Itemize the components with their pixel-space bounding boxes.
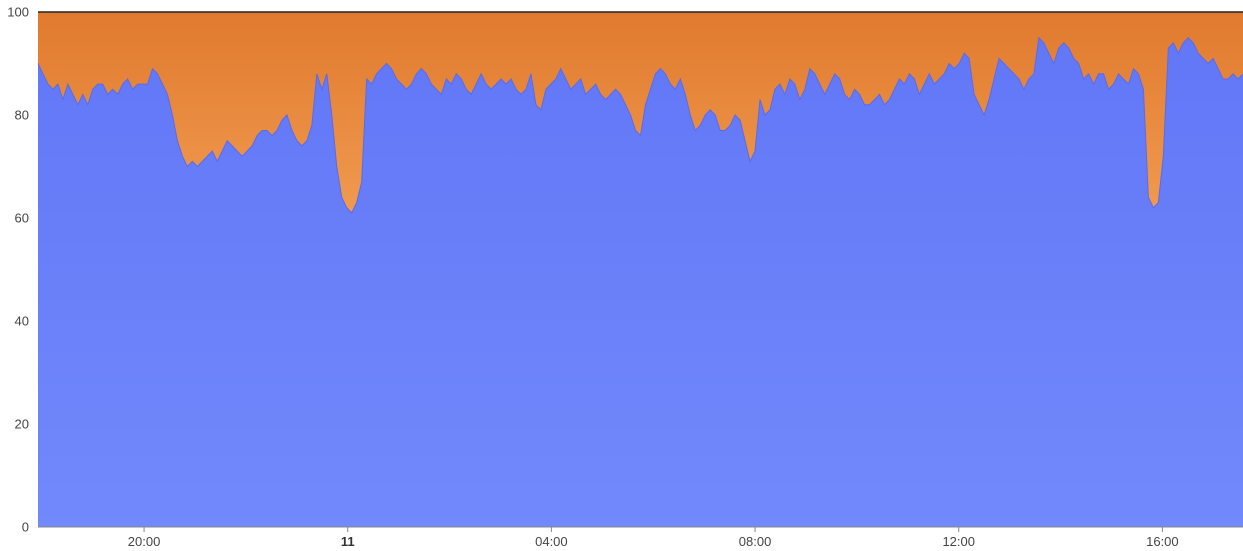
x-tick-label: 11 — [341, 534, 355, 549]
series-upper-area — [38, 12, 1243, 213]
x-axis: 20:00 11 04:00 08:00 12:00 16:00 — [128, 527, 1179, 549]
y-tick-label: 20 — [15, 417, 29, 432]
x-tick-label: 16:00 — [1146, 534, 1179, 549]
x-tick-label: 12:00 — [942, 534, 975, 549]
y-tick-label: 60 — [15, 211, 29, 226]
x-tick-label: 20:00 — [128, 534, 161, 549]
plot-area — [37, 11, 1243, 528]
series-lower-area — [38, 37, 1243, 527]
y-tick-label: 100 — [7, 5, 29, 20]
y-tick-label: 0 — [22, 520, 29, 535]
y-tick-label: 80 — [15, 108, 29, 123]
y-axis: 0 20 40 60 80 100 — [7, 5, 29, 535]
x-tick-label: 04:00 — [535, 534, 568, 549]
x-tick-label: 08:00 — [739, 534, 772, 549]
y-tick-label: 40 — [15, 314, 29, 329]
series-boundary-line — [37, 36, 1243, 214]
